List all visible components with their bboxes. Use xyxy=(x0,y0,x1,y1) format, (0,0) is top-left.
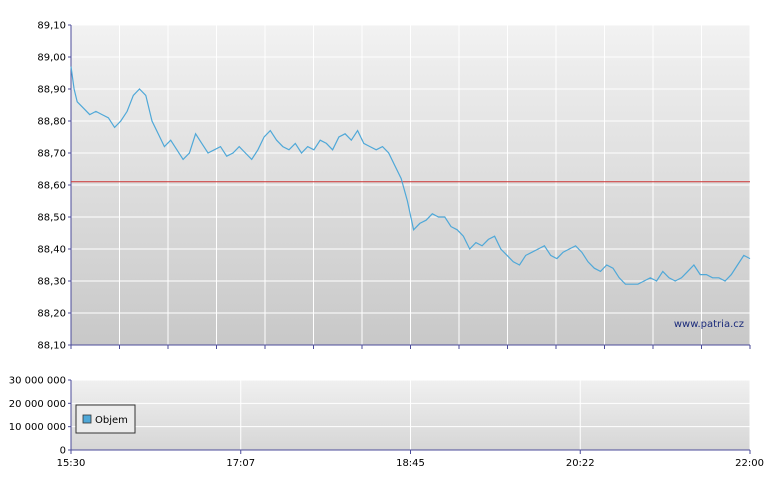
price-x-tick-marks xyxy=(70,345,751,349)
volume-y-tick-label: 0 xyxy=(60,446,66,457)
x-tick-label: 20:22 xyxy=(566,458,595,469)
x-tick-label: 22:00 xyxy=(735,458,764,469)
x-tick-label: 18:45 xyxy=(396,458,425,469)
price-series-line xyxy=(70,66,751,285)
watermark: www.patria.cz xyxy=(674,319,744,330)
price-y-tick-label: 88,70 xyxy=(37,149,66,160)
price-y-tick-label: 88,90 xyxy=(37,85,66,96)
price-y-tick-label: 88,50 xyxy=(37,213,66,224)
price-y-tick-label: 88,60 xyxy=(37,181,66,192)
price-y-tick-label: 89,00 xyxy=(37,53,66,64)
volume-y-ticks: 30 000 000 20 000 000 10 000 000 0 xyxy=(9,376,72,457)
volume-y-tick-label: 30 000 000 xyxy=(9,376,66,387)
volume-y-tick-label: 10 000 000 xyxy=(9,422,66,433)
x-tick-label: 17:07 xyxy=(226,458,255,469)
volume-y-tick-label: 20 000 000 xyxy=(9,399,66,410)
price-y-ticks: 89,10 89,00 88,90 88,80 88,70 88,60 88,50 88,40… xyxy=(37,21,72,352)
x-tick-label: 15:30 xyxy=(57,458,86,469)
price-y-tick-label: 88,10 xyxy=(37,341,66,352)
price-y-tick-label: 88,20 xyxy=(37,309,66,320)
price-y-tick-label: 89,10 xyxy=(37,21,66,32)
legend-swatch xyxy=(82,414,92,424)
volume-legend: Objem xyxy=(75,404,136,434)
legend-label: Objem xyxy=(95,415,128,426)
price-y-tick-label: 88,80 xyxy=(37,117,66,128)
volume-x-ticks: 15:30 17:07 18:45 20:22 22:00 xyxy=(57,450,764,469)
price-y-tick-label: 88,30 xyxy=(37,277,66,288)
price-y-tick-label: 88,40 xyxy=(37,245,66,256)
